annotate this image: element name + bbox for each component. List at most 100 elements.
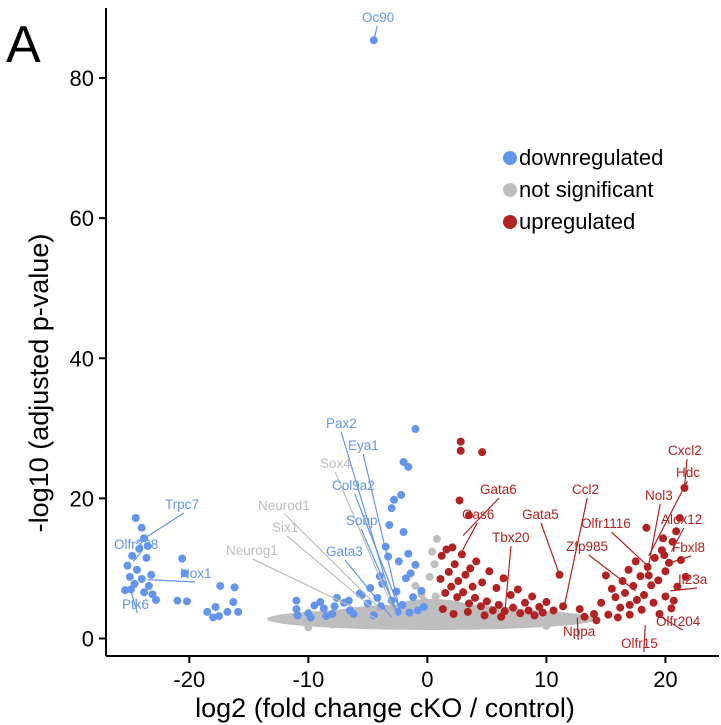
- upregulated-point: [625, 600, 634, 609]
- upregulated-point: [494, 600, 503, 609]
- gene-label: Alox12: [661, 512, 702, 527]
- annotation-leader-line: [563, 497, 588, 607]
- downregulated-point: [366, 584, 375, 593]
- upregulated-point: [466, 564, 475, 573]
- downregulated-point: [349, 609, 358, 618]
- annotation-leader-line: [130, 590, 138, 614]
- upregulated-point: [465, 599, 474, 608]
- upregulated-point: [457, 550, 466, 559]
- gene-label: Olfr15: [621, 636, 658, 651]
- not-significant-point: [399, 619, 408, 628]
- downregulated-point: [417, 586, 426, 595]
- gene-label: Gata6: [480, 482, 517, 497]
- gene-label: Pax2: [326, 416, 357, 431]
- annotation-leader-line: [252, 558, 385, 623]
- gene-label: Nppa: [563, 624, 596, 639]
- gene-label: Hdc: [676, 465, 700, 480]
- downregulated-point: [123, 561, 132, 570]
- upregulated-point: [450, 560, 459, 569]
- downregulated-point: [373, 593, 382, 602]
- downregulated-point: [411, 425, 420, 434]
- annotation-leader-line: [648, 480, 688, 557]
- upregulated-point: [675, 513, 684, 522]
- gene-label: Gata5: [522, 507, 559, 522]
- upregulated-point: [642, 523, 651, 532]
- upregulated-point: [624, 565, 633, 574]
- annotation-leader-line: [683, 458, 688, 488]
- upregulated-point: [478, 448, 487, 457]
- downregulated-point: [404, 462, 413, 471]
- y-tick-label: 60: [70, 206, 94, 231]
- upregulated-point: [611, 593, 620, 602]
- upregulated-point: [655, 609, 664, 618]
- downregulated-point: [293, 611, 302, 620]
- annotation-leader-line: [354, 493, 402, 614]
- upregulated-point: [613, 613, 622, 622]
- upregulated-point: [649, 598, 658, 607]
- upregulated-point: [659, 534, 668, 543]
- upregulated-point: [601, 571, 610, 580]
- downregulated-point: [413, 606, 422, 615]
- downregulated-point: [137, 523, 146, 532]
- downregulated-point: [143, 542, 152, 551]
- upregulated-point: [468, 582, 477, 591]
- upregulated-point: [472, 557, 481, 566]
- y-tick-label: 80: [70, 66, 94, 91]
- annotation-leader-line: [362, 453, 400, 607]
- not-significant-point: [431, 592, 440, 601]
- upregulated-point: [461, 570, 470, 579]
- upregulated-point: [454, 577, 463, 586]
- annotation-leader-line: [334, 471, 397, 618]
- downregulated-point: [385, 520, 394, 529]
- upregulated-point: [549, 606, 558, 615]
- upregulated-point: [632, 595, 641, 604]
- upregulated-point: [654, 576, 663, 585]
- upregulated-point: [559, 602, 568, 611]
- gene-label: Oc90: [362, 10, 394, 25]
- legend: downregulated not significant upregulated: [503, 145, 663, 234]
- upregulated-point: [492, 584, 501, 593]
- gene-label: Olfr1116: [581, 516, 631, 531]
- upregulated-point: [620, 588, 629, 597]
- annotation-leader-line: [132, 552, 142, 562]
- gene-label: Gas6: [462, 507, 494, 522]
- downregulated-point: [330, 602, 339, 611]
- upregulated-point: [513, 585, 522, 594]
- data-points: [121, 36, 690, 632]
- downregulated-point: [316, 598, 325, 607]
- downregulated-point: [178, 554, 187, 563]
- upregulated-point: [459, 588, 468, 597]
- upregulated-point: [673, 582, 682, 591]
- downregulated-point: [390, 495, 399, 504]
- upregulated-point: [516, 609, 525, 618]
- upregulated-point: [575, 605, 584, 614]
- gene-label: Zfp985: [566, 539, 608, 554]
- upregulated-point: [455, 496, 464, 505]
- upregulated-point: [650, 553, 659, 562]
- annotation-leader-line: [665, 555, 692, 565]
- downregulated-point: [144, 581, 153, 590]
- downregulated-point: [387, 504, 396, 513]
- upregulated-point: [616, 603, 625, 612]
- not-significant-point: [434, 599, 443, 608]
- not-significant-point: [419, 596, 428, 605]
- annotation-leader-line: [458, 522, 478, 557]
- upregulated-point: [509, 603, 518, 612]
- upregulated-point: [592, 616, 601, 625]
- downregulated-point: [399, 528, 408, 537]
- annotation-leader-line: [670, 587, 698, 592]
- gene-label: Tbx20: [492, 530, 530, 545]
- annotation-leader-line: [504, 545, 512, 615]
- not-significant-point: [430, 560, 439, 569]
- y-axis-ticks: 0 20 40 60 80: [70, 66, 106, 651]
- downregulated-point: [234, 607, 243, 616]
- downregulated-point: [126, 585, 135, 594]
- upregulated-point: [488, 606, 497, 615]
- not-significant-point: [304, 623, 313, 632]
- downregulated-point: [216, 581, 225, 590]
- gene-label: Eya1: [348, 438, 379, 453]
- x-tick-label: 10: [534, 667, 558, 692]
- upregulated-point: [590, 609, 599, 618]
- downregulated-point: [147, 570, 156, 579]
- annotation-leader-line: [360, 528, 400, 617]
